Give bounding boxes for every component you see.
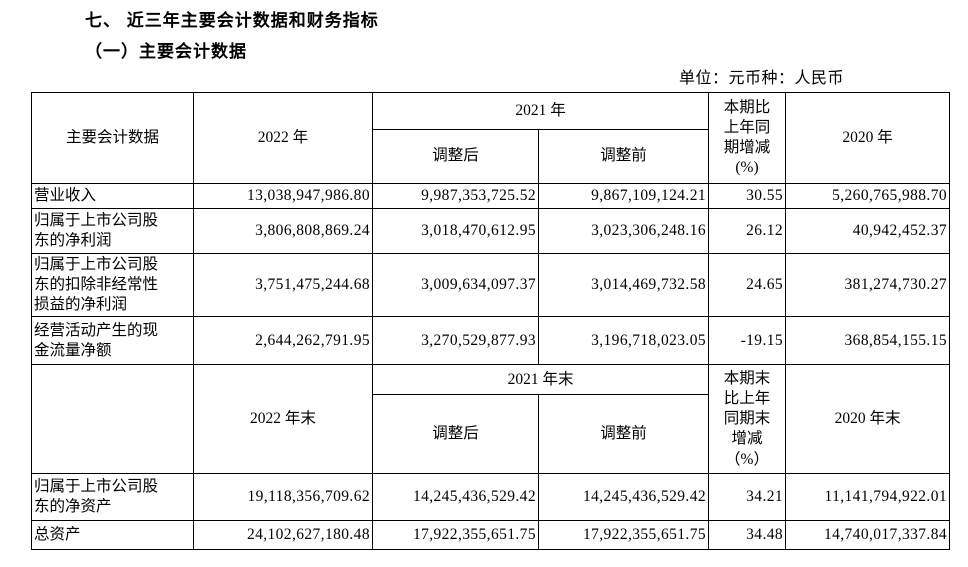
header-change-pct: 本期比 上年同 期增减 (%) [708,92,787,184]
table-row-deducted-net-profit: 归属于上市公司股 东的扣除非经常性 损益的净利润 3,751,475,244.6… [31,252,951,318]
row-label: 经营活动产生的现 金流量净额 [31,316,194,366]
value-2021-pre-adjust: 17,922,355,651.75 [537,520,710,551]
header-2022: 2022 年 [193,92,373,184]
subsection-heading: （一）主要会计数据 [85,42,247,61]
value-change-pct: 34.48 [708,520,787,551]
header-2020: 2020 年 [785,92,951,184]
row-label: 归属于上市公司股 东的扣除非经常性 损益的净利润 [31,252,194,318]
value-2021-adjusted: 3,018,470,612.95 [372,208,539,254]
value-2021-pre-adjust: 3,014,469,732.58 [537,252,710,318]
table-row-net-assets: 归属于上市公司股 东的净资产 19,118,356,709.62 14,245,… [31,473,951,522]
value-2021-pre-adjust: 3,196,718,023.05 [537,316,710,366]
header-adjusted-after: 调整后 [372,129,539,184]
value-change-pct: -19.15 [708,316,787,366]
value-2020: 5,260,765,988.70 [785,183,951,209]
value-2021-pre-adjust: 9,867,109,124.21 [537,183,710,209]
value-2021-adjusted: 3,009,634,097.37 [372,252,539,318]
value-change-pct: 26.12 [708,208,787,254]
table-row-operating-cash-flow: 经营活动产生的现 金流量净额 2,644,262,791.95 3,270,52… [31,316,951,366]
value-change-pct: 30.55 [708,183,787,209]
value-2021-adjusted: 9,987,353,725.52 [372,183,539,209]
table-header-row-1: 主要会计数据 2022 年 2021 年 本期比 上年同 期增减 (%) 202… [31,92,951,184]
value-2020: 11,141,794,922.01 [785,473,951,522]
table-header-row-3: 2022 年末 2021 年末 本期末 比上年 同期末 增减 （%） 2020 … [31,364,951,475]
header-2022-end: 2022 年末 [193,364,373,475]
header-2020-end: 2020 年末 [785,364,951,475]
value-2020: 381,274,730.27 [785,252,951,318]
value-2021-pre-adjust: 14,245,436,529.42 [537,473,710,522]
table-row-revenue: 营业收入 13,038,947,986.80 9,987,353,725.52 … [31,183,951,209]
value-2022: 2,644,262,791.95 [193,316,373,366]
row-label: 总资产 [31,520,194,551]
value-change-pct: 34.21 [708,473,787,522]
table-header-row-2: 调整后 调整前 [32,129,950,184]
value-2020: 368,854,155.15 [785,316,951,366]
value-2021-adjusted: 3,270,529,877.93 [372,316,539,366]
value-2022: 13,038,947,986.80 [193,183,373,209]
value-2022: 3,751,475,244.68 [193,252,373,318]
value-2022: 19,118,356,709.62 [193,473,373,522]
value-2020: 14,740,017,337.84 [785,520,951,551]
accounting-data-table: 主要会计数据 2022 年 2021 年 本期比 上年同 期增减 (%) 202… [31,92,951,551]
value-2020: 40,942,452.37 [785,208,951,254]
value-2022: 24,102,627,180.48 [193,520,373,551]
row-label: 归属于上市公司股 东的净利润 [31,208,194,254]
row-label: 营业收入 [31,183,194,209]
value-change-pct: 24.65 [708,252,787,318]
table-row-total-assets: 总资产 24,102,627,180.48 17,922,355,651.75 … [31,520,951,551]
header-adjusted-before-2: 调整前 [537,394,710,475]
table-row-net-profit: 归属于上市公司股 东的净利润 3,806,808,869.24 3,018,47… [31,208,951,254]
table-header-row-4: 调整后 调整前 [32,394,950,475]
header-metric: 主要会计数据 [31,92,194,184]
value-2021-adjusted: 17,922,355,651.75 [372,520,539,551]
header-2021-group: 2021 年 [371,92,710,130]
header-adjusted-before: 调整前 [537,129,710,184]
header-metric-2 [31,364,194,475]
header-end-change-pct: 本期末 比上年 同期末 增减 （%） [708,364,787,475]
unit-note: 单位：元币种：人民币 [678,70,844,87]
section-heading: 七、 近三年主要会计数据和财务指标 [85,11,379,30]
value-2022: 3,806,808,869.24 [193,208,373,254]
header-2021-end-group: 2021 年末 [371,364,710,396]
value-2021-pre-adjust: 3,023,306,248.16 [537,208,710,254]
header-adjusted-after-2: 调整后 [372,394,539,475]
row-label: 归属于上市公司股 东的净资产 [31,473,194,522]
value-2021-adjusted: 14,245,436,529.42 [372,473,539,522]
